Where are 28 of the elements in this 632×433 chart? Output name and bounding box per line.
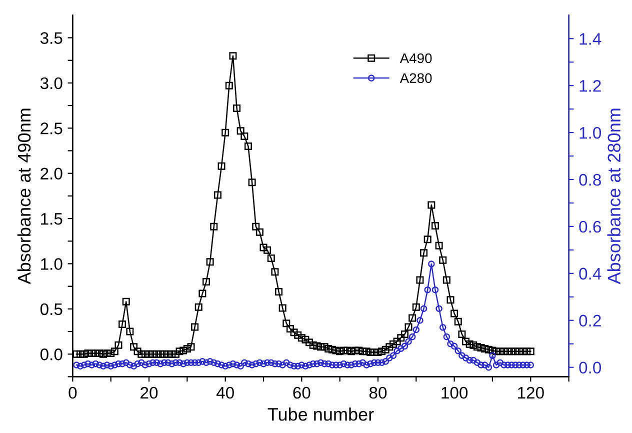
x-tick-label: 20 [140, 386, 158, 399]
y2-tick-label: 0.0 [579, 362, 602, 374]
y2-tick-label: 1.2 [580, 80, 601, 92]
y2-axis-title: Absorbance at 280nm [607, 108, 621, 284]
y2-tick-label: 0.2 [579, 314, 601, 327]
y-tick-label: 3.0 [40, 77, 62, 90]
x-tick-label: 0 [68, 386, 77, 399]
y-tick-label: 1.0 [41, 258, 62, 270]
y2-tick-label: 0.4 [579, 268, 602, 280]
legend-label: A280 [400, 73, 432, 84]
y-tick-label: 2.5 [40, 122, 62, 134]
x-tick-label: 120 [518, 386, 544, 399]
y2-tick-label: 1.4 [580, 33, 602, 45]
x-tick-label: 40 [216, 386, 234, 399]
y-tick-label: 2.0 [40, 168, 62, 180]
y-tick-label: 0.0 [40, 348, 62, 360]
y2-tick-label: 1.0 [580, 126, 602, 139]
x-axis-title: Tube number [268, 408, 374, 421]
y2-tick-label: 0.8 [579, 174, 601, 186]
y2-tick-label: 0.6 [579, 220, 601, 233]
y-tick-label: 0.5 [40, 303, 62, 316]
y-tick-label: 3.5 [40, 32, 62, 44]
y-axis-title: Absorbance at 490nm [17, 108, 31, 284]
x-tick-label: 60 [293, 386, 310, 399]
x-tick-label: 80 [369, 386, 387, 399]
legend-label: A490 [400, 53, 432, 64]
x-tick-label: 100 [442, 386, 468, 399]
y-tick-label: 1.5 [41, 213, 62, 225]
